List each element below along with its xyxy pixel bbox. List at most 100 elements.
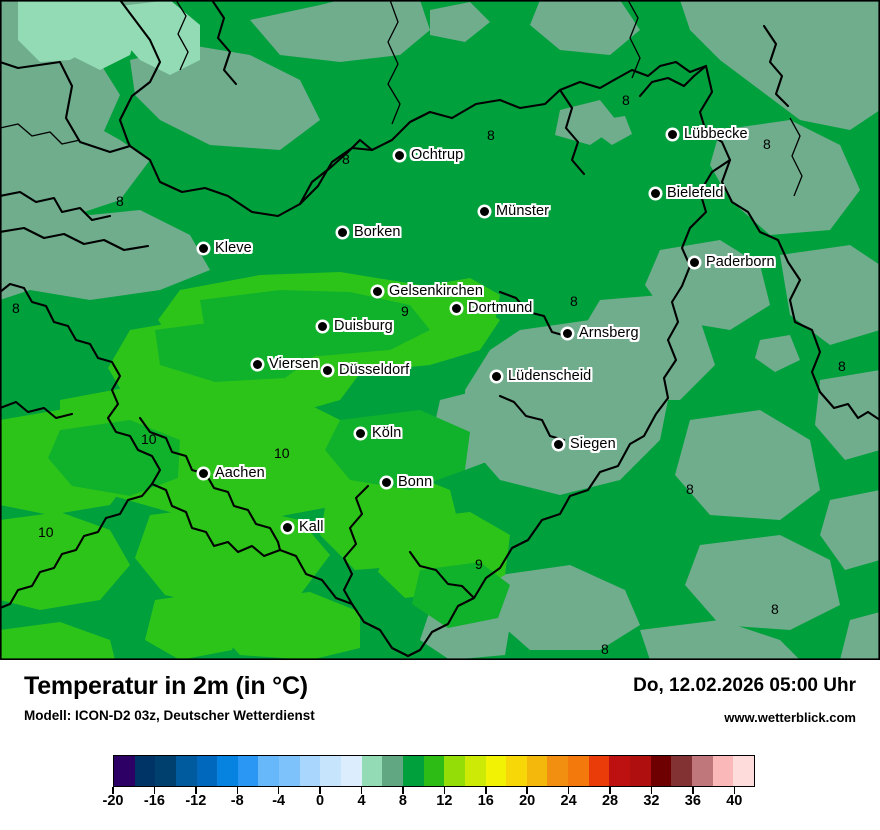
colorbar-swatch xyxy=(485,756,507,786)
footer-panel: Temperatur in 2m (in °C) Modell: ICON-D2… xyxy=(0,660,880,830)
contour-value-label: 9 xyxy=(475,556,483,572)
city-dot-icon xyxy=(283,522,292,532)
map-frame xyxy=(0,0,880,660)
city-dot-icon xyxy=(452,303,461,313)
colorbar-swatch xyxy=(691,756,713,786)
city-label: Köln xyxy=(372,425,402,441)
contour-value-label: 8 xyxy=(12,300,20,316)
district-border xyxy=(0,0,803,197)
city-dot-icon xyxy=(480,206,489,216)
contour-value-label: 8 xyxy=(771,601,779,617)
contour-value-label: 10 xyxy=(274,445,290,461)
page-title: Temperatur in 2m (in °C) xyxy=(24,672,308,700)
colorbar-swatch xyxy=(444,756,465,786)
city-marker[interactable]: Ochtrup xyxy=(395,147,463,163)
city-marker[interactable]: Münster xyxy=(480,203,549,219)
city-marker[interactable]: Düsseldorf xyxy=(323,362,409,378)
colorbar-labels: -20 -16 -12 -8 -4 0 4 8 12 16 20 24 28 32 36 40 xyxy=(103,793,755,815)
city-marker[interactable]: Dortmund xyxy=(452,300,532,316)
colorbar-swatch xyxy=(258,756,280,786)
city-label: Münster xyxy=(496,203,550,219)
national-border xyxy=(0,0,880,658)
colorbar-tick xyxy=(153,787,156,794)
city-marker[interactable]: Lübbecke xyxy=(668,126,748,142)
colorbar-swatch xyxy=(630,756,651,786)
city-label: Gelsenkirchen xyxy=(389,283,483,299)
contour-value-label: 10 xyxy=(38,524,54,540)
city-label: Dortmund xyxy=(468,300,533,316)
colorbar-tick xyxy=(609,787,611,794)
colorbar-swatch xyxy=(402,756,424,786)
city-marker[interactable]: Aachen xyxy=(199,465,265,481)
colorbar-swatches[interactable] xyxy=(113,755,755,787)
colorbar-swatch xyxy=(361,756,383,786)
colorbar-tick-label: 20 xyxy=(519,793,536,809)
city-marker[interactable]: Arnsberg xyxy=(563,325,639,341)
contour-value-label: 9 xyxy=(401,303,409,319)
city-marker[interactable]: Bielefeld xyxy=(651,185,724,201)
colorbar-swatch xyxy=(217,756,238,786)
colorbar-swatch xyxy=(423,756,445,786)
city-marker[interactable]: Kall xyxy=(283,519,324,535)
colorbar-tick xyxy=(567,787,570,794)
contour-value-label: 8 xyxy=(838,358,846,374)
colorbar-swatch xyxy=(175,756,197,786)
city-marker[interactable]: Viersen xyxy=(253,356,319,372)
city-label: Lüdenscheid xyxy=(508,368,592,384)
colorbar-tick-label: -16 xyxy=(143,793,165,809)
city-label: Bielefeld xyxy=(667,185,724,201)
city-dot-icon xyxy=(373,286,382,296)
city-marker[interactable]: Duisburg xyxy=(318,318,393,334)
colorbar-tick-label: -8 xyxy=(230,793,244,809)
colorbar-tick xyxy=(277,787,280,794)
city-label: Bonn xyxy=(398,474,433,490)
contour-value-label: 8 xyxy=(622,92,630,108)
city-label: Düsseldorf xyxy=(339,362,410,378)
city-marker[interactable]: Siegen xyxy=(554,436,616,452)
city-dot-icon xyxy=(338,227,347,237)
city-marker[interactable]: Bonn xyxy=(382,474,432,490)
colorbar-swatch xyxy=(196,756,218,786)
temperature-map[interactable]: 8 8 8 8 8 8 8 9 8 10 10 8 10 9 8 8 Lübbecke Ochtrup Biele… xyxy=(0,0,880,660)
colorbar-tick xyxy=(195,787,197,794)
colorbar-tick xyxy=(360,787,363,794)
city-marker[interactable]: Paderborn xyxy=(690,254,775,270)
colorbar-tick xyxy=(402,787,404,794)
colorbar-tick-label: -4 xyxy=(272,793,286,809)
colorbar-swatch xyxy=(568,756,589,786)
city-dot-icon xyxy=(492,371,501,381)
colorbar-swatch xyxy=(650,756,672,786)
colorbar-swatch xyxy=(134,756,156,786)
colorbar-tick xyxy=(319,787,321,794)
city-marker[interactable]: Lüdenscheid xyxy=(492,368,591,384)
colorbar-swatch xyxy=(712,756,734,786)
colorbar-swatch xyxy=(299,756,321,786)
city-marker[interactable]: Gelsenkirchen xyxy=(373,283,483,299)
city-dot-icon xyxy=(554,439,563,449)
colorbar[interactable]: -20 -16 -12 -8 -4 0 4 8 12 16 20 24 28 32 36 40 xyxy=(103,755,755,809)
colorbar-tick xyxy=(485,787,487,794)
city-label: Paderborn xyxy=(706,254,775,270)
contour-value-label: 8 xyxy=(342,151,350,167)
colorbar-swatch xyxy=(547,756,569,786)
city-label: Borken xyxy=(354,224,401,240)
map-raster-layer xyxy=(0,0,880,660)
colorbar-ticks xyxy=(112,787,755,795)
colorbar-tick-label: 8 xyxy=(398,793,407,809)
contour-value-label: 8 xyxy=(570,293,578,309)
website-url: www.wetterblick.com xyxy=(724,710,856,725)
city-marker[interactable]: Borken xyxy=(338,224,401,240)
colorbar-tick-label: 4 xyxy=(357,793,366,809)
city-label: Lübbecke xyxy=(684,126,748,142)
city-dot-icon xyxy=(668,129,677,139)
valid-datetime: Do, 12.02.2026 05:00 Uhr xyxy=(633,675,856,696)
city-dot-icon xyxy=(199,243,208,253)
colorbar-swatch xyxy=(588,756,610,786)
colorbar-swatch xyxy=(506,756,527,786)
city-marker[interactable]: Kleve xyxy=(199,240,252,256)
city-marker[interactable]: Köln xyxy=(356,425,401,441)
city-dot-icon xyxy=(318,321,327,331)
colorbar-tick-label: 24 xyxy=(560,793,577,809)
city-dot-icon xyxy=(323,365,332,375)
colorbar-swatch xyxy=(671,756,692,786)
